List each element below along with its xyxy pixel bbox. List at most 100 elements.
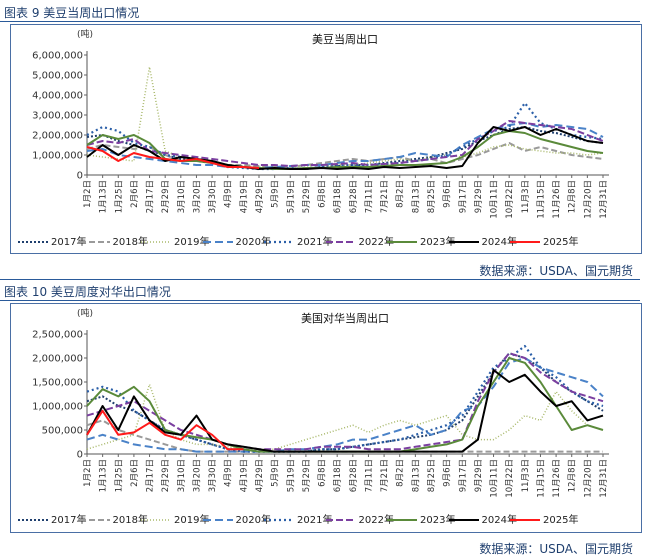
legend-swatch bbox=[141, 241, 171, 243]
x-tick-label: 7月11日 bbox=[364, 180, 374, 213]
x-tick-label: 2月29日 bbox=[161, 459, 171, 492]
series-line-2024年 bbox=[86, 369, 604, 453]
series-line-2023年 bbox=[86, 357, 604, 453]
legend-label: 2024年 bbox=[481, 515, 517, 526]
y-tick-label: 3,000,000 bbox=[32, 111, 83, 122]
legend-swatch bbox=[202, 241, 233, 243]
x-tick-label: 1月2日 bbox=[83, 180, 93, 208]
figure-caption-2: 图表 10 美豆周度对华出口情况 bbox=[4, 285, 171, 299]
data-source-2: 数据来源：USDA、国元期货 bbox=[479, 542, 633, 556]
x-tick-label: 9月17日 bbox=[458, 180, 468, 213]
x-tick-label: 12月8日 bbox=[568, 180, 578, 213]
x-tick-label: 3月10日 bbox=[177, 180, 187, 213]
series-line-2020年 bbox=[86, 122, 604, 169]
series-line-2025年 bbox=[86, 409, 244, 451]
series-line-2022年 bbox=[86, 120, 604, 167]
series-line-2025年 bbox=[86, 146, 260, 169]
x-tick-label: 6月18日 bbox=[333, 459, 343, 492]
x-tick-label: 2月6日 bbox=[130, 459, 140, 487]
legend-label: 2023年 bbox=[420, 237, 456, 248]
legend-label: 2019年 bbox=[174, 237, 210, 248]
caption-rule-2 bbox=[0, 300, 640, 301]
x-tick-label: 1月2日 bbox=[83, 459, 93, 487]
chart-china-svg: 美国对华当周出口 (吨) 0 500,000 1,000,000 1,500,000 2,0… bbox=[32, 307, 609, 498]
legend-label: 2021年 bbox=[297, 237, 333, 248]
series-line-2022年 bbox=[86, 352, 604, 451]
x-tick-label: 7月11日 bbox=[364, 459, 374, 492]
x-tick-label: 4月29日 bbox=[255, 459, 265, 492]
legend-label: 2019年 bbox=[174, 515, 210, 526]
legend-label: 2017年 bbox=[51, 515, 87, 526]
x-tick-label: 12月31日 bbox=[599, 459, 609, 498]
y-tick-label: 0 bbox=[77, 171, 83, 182]
y-unit-label: (吨) bbox=[77, 28, 93, 40]
legend-swatch bbox=[325, 241, 356, 243]
legend-swatch bbox=[141, 519, 171, 521]
x-tick-label: 8月2日 bbox=[396, 459, 406, 487]
y-tick-label: 2,500,000 bbox=[32, 330, 83, 341]
legend-label: 2025年 bbox=[543, 237, 579, 248]
x-tick-label: 4月9日 bbox=[224, 459, 234, 487]
legend-swatch bbox=[387, 241, 417, 243]
x-tick-label: 2月29日 bbox=[161, 180, 171, 213]
legend-label: 2025年 bbox=[543, 515, 579, 526]
x-tick-label: 9月17日 bbox=[458, 459, 468, 492]
legend-label: 2017年 bbox=[51, 237, 87, 248]
x-tick-label: 6月8日 bbox=[318, 180, 328, 208]
x-tick-label: 3月10日 bbox=[177, 459, 187, 492]
x-tick-label: 11月3日 bbox=[521, 180, 531, 213]
x-tick-label: 4月29日 bbox=[255, 180, 265, 213]
x-tick-label: 10月11日 bbox=[490, 180, 500, 219]
x-tick-label: 8月13日 bbox=[411, 459, 421, 492]
x-tick-label: 11月26日 bbox=[552, 459, 562, 498]
legend-swatch bbox=[448, 519, 479, 521]
x-tick-label: 1月13日 bbox=[99, 459, 109, 492]
x-tick-label: 5月19日 bbox=[286, 459, 296, 492]
x-tick-label: 3月30日 bbox=[208, 459, 218, 492]
data-source-1: 数据来源：USDA、国元期货 bbox=[479, 264, 633, 278]
y-unit-label: (吨) bbox=[77, 307, 93, 319]
x-tick-label: 8月2日 bbox=[396, 180, 406, 208]
legend-swatch bbox=[202, 519, 233, 521]
x-tick-label: 10月22日 bbox=[505, 180, 515, 219]
legend-swatch bbox=[387, 519, 417, 521]
x-tick-label: 9月6日 bbox=[443, 180, 453, 208]
x-tick-label: 9月6日 bbox=[443, 459, 453, 487]
legend-swatch bbox=[325, 519, 356, 521]
x-tick-label: 1月25日 bbox=[114, 180, 124, 213]
x-tick-label: 5月29日 bbox=[302, 459, 312, 492]
x-tick-label: 8月25日 bbox=[427, 180, 437, 213]
legend-swatch bbox=[18, 241, 48, 243]
x-tick-label: 6月8日 bbox=[318, 459, 328, 487]
x-tick-label: 1月13日 bbox=[99, 180, 109, 213]
series-line-2019年 bbox=[86, 66, 604, 169]
legend-label: 2020年 bbox=[235, 515, 271, 526]
legend-label: 2022年 bbox=[358, 515, 394, 526]
x-tick-label: 7月21日 bbox=[380, 180, 390, 213]
x-tick-label: 5月9日 bbox=[271, 180, 281, 208]
source-rule-1 bbox=[0, 279, 640, 280]
x-tick-label: 5月9日 bbox=[271, 459, 281, 487]
chart-exports-svg: 美豆当周出口 (吨) 0 1,000,000 2,000,000 3,000,000 4,0… bbox=[32, 28, 609, 219]
x-tick-label: 11月15日 bbox=[536, 180, 546, 219]
legend-label: 2018年 bbox=[112, 515, 148, 526]
x-tick-label: 8月25日 bbox=[427, 459, 437, 492]
chart-panel-china: 美国对华当周出口 (吨) 0 500,000 1,000,000 1,500,000 2,0… bbox=[10, 303, 642, 533]
x-tick-label: 12月20日 bbox=[583, 180, 593, 219]
legend-swatch bbox=[448, 241, 479, 243]
y-tick-label: 2,000,000 bbox=[32, 131, 83, 142]
series-line-2017年 bbox=[86, 352, 604, 453]
series-line-2019年 bbox=[86, 383, 604, 450]
y-tick-label: 6,000,000 bbox=[32, 51, 83, 62]
series-line-2020年 bbox=[86, 357, 604, 453]
legend-swatch bbox=[510, 519, 540, 521]
caption-rule-1 bbox=[0, 21, 640, 22]
y-tick-label: 500,000 bbox=[42, 426, 83, 437]
x-tick-label: 3月20日 bbox=[192, 180, 202, 213]
x-tick-label: 3月30日 bbox=[208, 180, 218, 213]
x-tick-label: 4月19日 bbox=[239, 459, 249, 492]
legend-swatch bbox=[18, 519, 48, 521]
legend-label: 2021年 bbox=[297, 515, 333, 526]
y-tick-label: 2,000,000 bbox=[32, 354, 83, 365]
y-tick-label: 1,000,000 bbox=[32, 151, 83, 162]
